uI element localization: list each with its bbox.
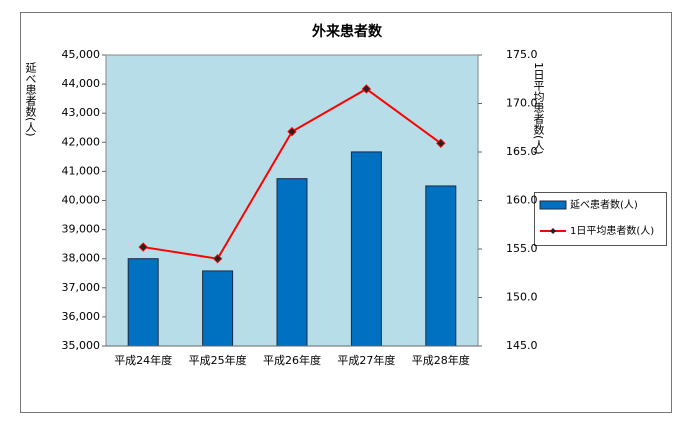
y2-tick-label: 145.0 (506, 339, 538, 352)
marker (212, 253, 223, 264)
y-tick-label: 40,000 (62, 194, 101, 207)
legend-box (534, 192, 667, 246)
legend-swatch (539, 200, 567, 210)
bar (127, 258, 159, 347)
bar (425, 185, 457, 347)
y-axis-title: 延べ患者数(人) (24, 62, 37, 137)
chart-title: 外来患者数 (312, 23, 383, 40)
y2-tick-label: 150.0 (506, 291, 538, 304)
y-tick-label: 44,000 (62, 77, 101, 90)
bar (276, 178, 308, 347)
marker (436, 138, 446, 148)
y2-axis-title: 1日平均患者数(人) (532, 62, 545, 155)
y-tick-label: 42,000 (62, 135, 101, 148)
y-tick-label: 36,000 (62, 310, 101, 323)
y-tick-label: 35,000 (62, 339, 101, 352)
y-tick-label: 45,000 (62, 48, 101, 61)
bar (202, 270, 234, 347)
y-tick-label: 37,000 (62, 281, 101, 294)
bar (350, 151, 382, 347)
legend-label: 延べ患者数(人) (570, 198, 638, 211)
marker (287, 126, 297, 137)
x-tick-label: 平成24年度 (114, 353, 172, 367)
y-tick-label: 39,000 (62, 223, 101, 236)
y-tick-label: 38,000 (62, 252, 101, 265)
y2-tick-label: 165.0 (506, 145, 538, 158)
y2-tick-label: 170.0 (506, 97, 538, 110)
x-tick-label: 平成26年度 (263, 353, 321, 367)
legend-marker (550, 228, 556, 234)
y2-tick-label: 175.0 (506, 48, 538, 61)
y2-tick-label: 160.0 (506, 194, 538, 207)
y-tick-label: 41,000 (62, 164, 101, 177)
y-tick-label: 43,000 (62, 106, 101, 119)
marker (138, 242, 148, 252)
legend-label: 1日平均患者数(人) (570, 224, 654, 237)
x-tick-label: 平成25年度 (189, 353, 247, 367)
marker (361, 84, 372, 94)
x-tick-label: 平成27年度 (337, 353, 395, 367)
y2-tick-label: 155.0 (506, 242, 538, 255)
x-tick-label: 平成28年度 (412, 353, 470, 367)
